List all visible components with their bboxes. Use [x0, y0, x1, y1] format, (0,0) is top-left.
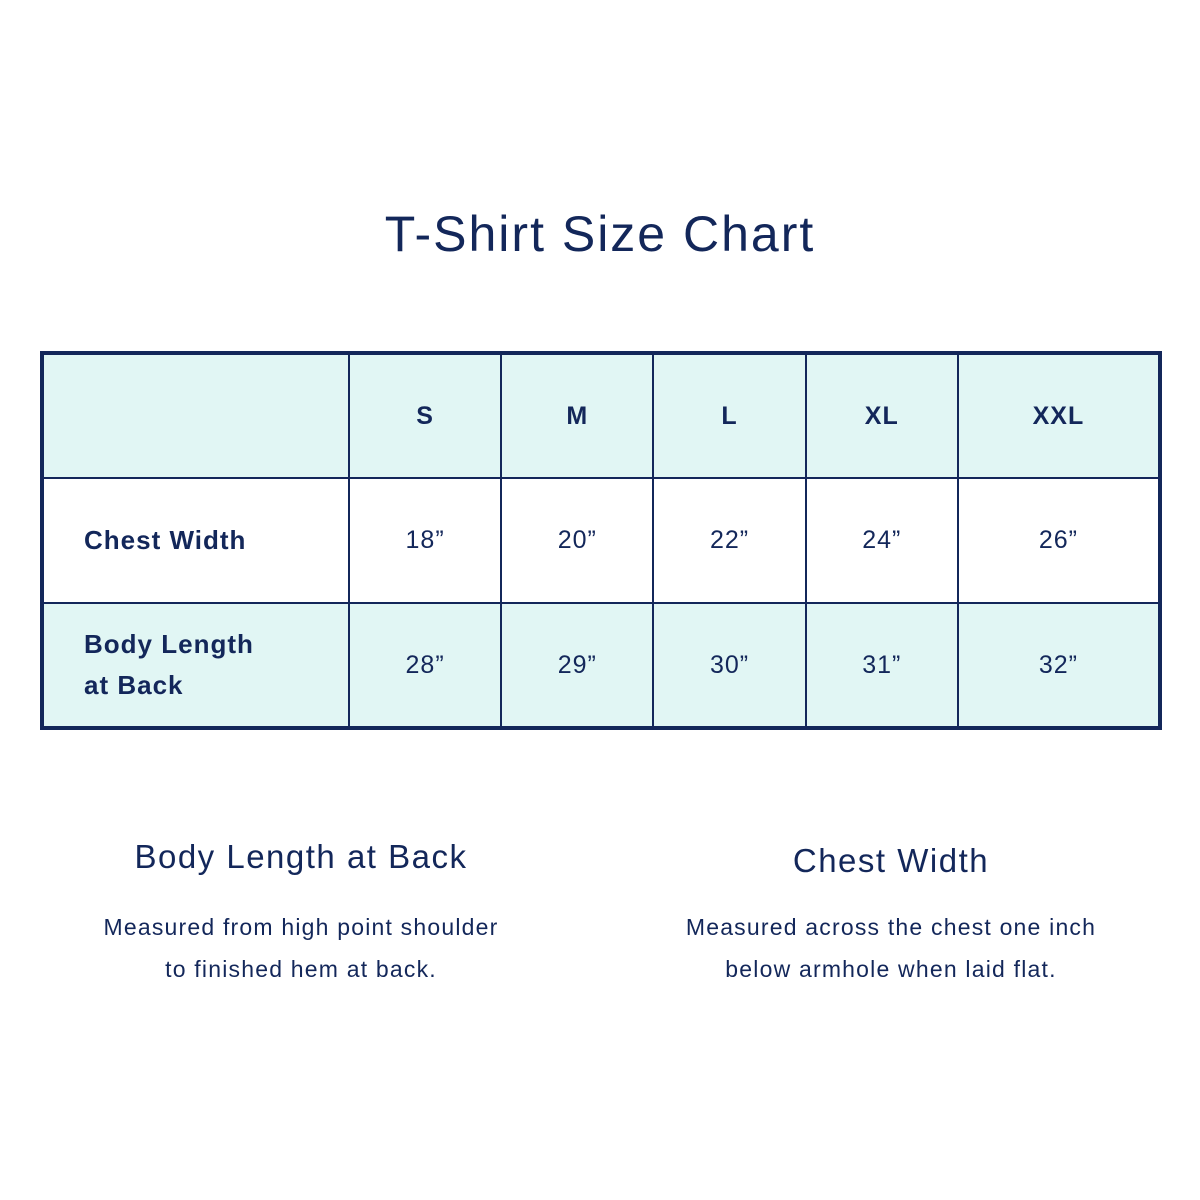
cell: 28”	[347, 602, 503, 729]
note-line: to finished hem at back.	[165, 956, 437, 982]
cell: 26”	[956, 477, 1162, 604]
table-header-row: S M L XL XXL	[41, 352, 1162, 479]
cell: 32”	[956, 602, 1162, 729]
row-label: Chest Width	[41, 477, 350, 604]
table-row-body-length: Body Length at Back 28” 29” 30” 31” 32”	[41, 602, 1162, 729]
note-heading: Chest Width	[792, 842, 990, 879]
note-text: Measured across the chest one inch below …	[630, 906, 1152, 990]
cell: 29”	[500, 602, 655, 729]
note-line: Measured across the chest one inch	[685, 914, 1097, 940]
cell: 24”	[804, 477, 959, 604]
size-header-xxl: XXL	[956, 352, 1162, 479]
row-label: Body Length at Back	[41, 602, 350, 729]
size-chart-table: S M L XL XXL Chest Width 18” 20” 22” 24”…	[40, 351, 1162, 730]
cell: 18”	[347, 477, 503, 604]
size-header-xl: XL	[804, 352, 959, 479]
cell: 31”	[804, 602, 959, 729]
cell: 30”	[652, 602, 807, 729]
note-line: below armhole when laid flat.	[725, 956, 1057, 982]
note-chest-width: Chest Width Measured across the chest on…	[630, 842, 1152, 990]
row-label-line1: Body Length	[84, 629, 254, 659]
note-heading: Body Length at Back	[134, 838, 468, 875]
size-header-m: M	[500, 352, 655, 479]
size-header-s: S	[347, 352, 503, 479]
note-line: Measured from high point shoulder	[103, 914, 499, 940]
cell: 20”	[500, 477, 655, 604]
note-body-length: Body Length at Back Measured from high p…	[40, 838, 562, 990]
row-label-line2: at Back	[84, 670, 184, 700]
cell: 22”	[652, 477, 807, 604]
corner-cell	[41, 352, 350, 479]
page-title: T-Shirt Size Chart	[384, 206, 816, 262]
table-row-chest-width: Chest Width 18” 20” 22” 24” 26”	[41, 477, 1162, 604]
note-text: Measured from high point shoulder to fini…	[40, 906, 562, 990]
size-header-l: L	[652, 352, 807, 479]
